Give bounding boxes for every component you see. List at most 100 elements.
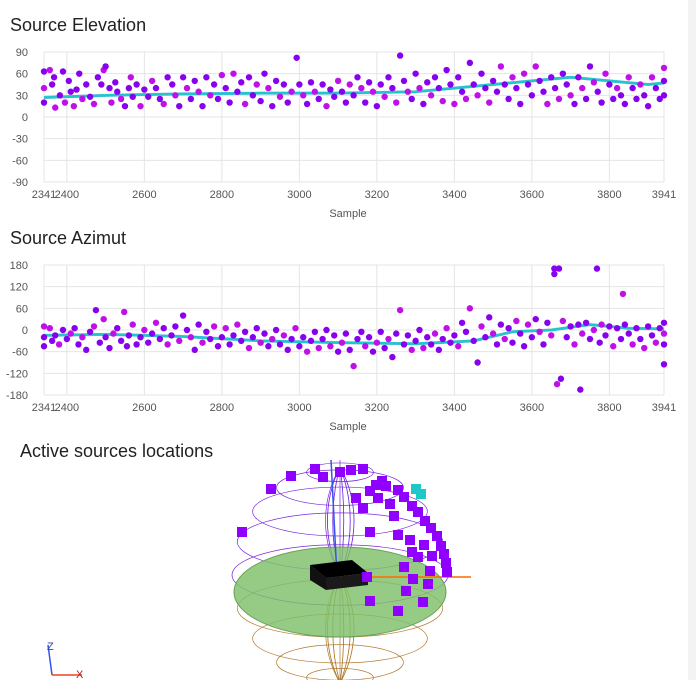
- source-marker[interactable]: [405, 535, 415, 545]
- elevation-data-point[interactable]: [207, 92, 214, 99]
- azimuth-data-point[interactable]: [300, 334, 307, 341]
- source-marker[interactable]: [351, 493, 361, 503]
- elevation-data-point[interactable]: [245, 74, 253, 81]
- azimuth-data-point[interactable]: [577, 386, 584, 393]
- elevation-data-point[interactable]: [238, 79, 245, 86]
- elevation-data-point[interactable]: [586, 63, 594, 70]
- azimuth-data-point[interactable]: [218, 334, 226, 341]
- azimuth-data-point[interactable]: [141, 326, 148, 334]
- azimuth-data-point[interactable]: [238, 337, 245, 345]
- elevation-data-point[interactable]: [513, 84, 520, 92]
- elevation-data-point[interactable]: [249, 92, 257, 99]
- azimuth-data-point[interactable]: [71, 324, 78, 332]
- elevation-data-point[interactable]: [94, 74, 102, 81]
- source-marker[interactable]: [426, 523, 436, 533]
- elevation-data-point[interactable]: [234, 88, 241, 95]
- elevation-data-point[interactable]: [369, 88, 377, 95]
- azimuth-data-point[interactable]: [296, 343, 303, 350]
- elevation-data-point[interactable]: [362, 99, 369, 106]
- elevation-data-point[interactable]: [187, 95, 195, 103]
- azimuth-data-point[interactable]: [280, 332, 288, 339]
- elevation-data-point[interactable]: [629, 84, 636, 92]
- elevation-data-point[interactable]: [121, 102, 129, 110]
- elevation-data-point[interactable]: [408, 95, 415, 103]
- azimuth-data-point[interactable]: [563, 334, 570, 341]
- elevation-data-point[interactable]: [536, 77, 543, 85]
- elevation-data-point[interactable]: [393, 99, 400, 106]
- azimuth-data-point[interactable]: [52, 332, 59, 339]
- elevation-data-point[interactable]: [579, 84, 586, 92]
- elevation-data-point[interactable]: [50, 74, 58, 81]
- elevation-data-point[interactable]: [365, 79, 373, 86]
- source-marker[interactable]: [286, 471, 296, 481]
- elevation-data-point[interactable]: [346, 81, 353, 88]
- azimuth-data-point[interactable]: [86, 328, 94, 336]
- azimuth-data-point[interactable]: [75, 341, 82, 348]
- azimuth-data-point[interactable]: [536, 328, 543, 336]
- azimuth-data-point[interactable]: [164, 341, 171, 348]
- elevation-data-point[interactable]: [253, 81, 260, 88]
- azimuth-data-point[interactable]: [532, 315, 539, 323]
- source-marker[interactable]: [365, 527, 375, 537]
- elevation-data-point[interactable]: [156, 95, 164, 103]
- azimuth-data-point[interactable]: [160, 324, 167, 332]
- source-marker[interactable]: [373, 493, 383, 503]
- elevation-data-point[interactable]: [641, 92, 648, 99]
- azimuth-data-point[interactable]: [96, 339, 104, 346]
- elevation-data-point[interactable]: [416, 84, 423, 92]
- source-marker[interactable]: [385, 499, 395, 509]
- azimuth-data-point[interactable]: [385, 335, 392, 343]
- azimuth-data-point[interactable]: [187, 334, 195, 341]
- azimuth-data-point[interactable]: [528, 334, 536, 341]
- azimuth-data-point[interactable]: [629, 341, 636, 348]
- elevation-data-point[interactable]: [532, 63, 539, 70]
- source-marker[interactable]: [371, 480, 381, 490]
- elevation-data-point[interactable]: [160, 100, 167, 108]
- elevation-data-point[interactable]: [613, 84, 621, 92]
- elevation-data-point[interactable]: [621, 100, 629, 108]
- azimuth-data-point[interactable]: [381, 344, 388, 352]
- elevation-data-point[interactable]: [660, 77, 668, 85]
- elevation-data-point[interactable]: [90, 100, 98, 108]
- elevation-data-point[interactable]: [458, 88, 466, 95]
- elevation-data-point[interactable]: [52, 104, 59, 111]
- azimuth-data-point[interactable]: [311, 328, 319, 336]
- azimuth-data-point[interactable]: [400, 341, 408, 348]
- azimuth-data-point[interactable]: [656, 324, 663, 332]
- azimuth-data-point[interactable]: [613, 324, 621, 332]
- elevation-data-point[interactable]: [191, 77, 198, 85]
- elevation-data-point[interactable]: [311, 88, 319, 95]
- azimuth-data-point[interactable]: [327, 343, 334, 350]
- azimuth-data-point[interactable]: [249, 334, 257, 341]
- elevation-data-point[interactable]: [656, 95, 663, 103]
- azimuth-data-point[interactable]: [606, 323, 613, 330]
- elevation-data-point[interactable]: [125, 84, 133, 92]
- azimuth-data-point[interactable]: [365, 334, 373, 341]
- azimuth-data-point[interactable]: [551, 265, 558, 272]
- azimuth-data-point[interactable]: [466, 305, 474, 312]
- azimuth-data-point[interactable]: [245, 344, 253, 352]
- azimuth-data-point[interactable]: [123, 343, 131, 350]
- azimuth-data-point[interactable]: [106, 344, 113, 352]
- elevation-data-point[interactable]: [606, 81, 613, 88]
- azimuth-data-point[interactable]: [660, 341, 668, 348]
- azimuth-data-point[interactable]: [117, 337, 125, 345]
- elevation-data-point[interactable]: [114, 88, 121, 95]
- azimuth-data-point[interactable]: [59, 326, 67, 334]
- source-marker[interactable]: [401, 586, 411, 596]
- elevation-data-point[interactable]: [145, 93, 152, 100]
- azimuth-data-point[interactable]: [443, 324, 450, 332]
- azimuth-data-point[interactable]: [408, 346, 415, 354]
- elevation-data-point[interactable]: [435, 84, 443, 92]
- azimuth-data-point[interactable]: [67, 330, 74, 337]
- elevation-data-point[interactable]: [443, 66, 450, 74]
- azimuth-data-point[interactable]: [358, 328, 365, 336]
- elevation-data-point[interactable]: [284, 99, 291, 106]
- elevation-data-point[interactable]: [520, 70, 528, 77]
- azimuth-data-point[interactable]: [195, 321, 202, 328]
- elevation-data-point[interactable]: [427, 92, 435, 99]
- azimuth-data-point[interactable]: [284, 346, 291, 354]
- azimuth-data-point[interactable]: [660, 361, 668, 368]
- azimuth-data-point[interactable]: [156, 335, 164, 343]
- azimuth-data-point[interactable]: [377, 328, 384, 336]
